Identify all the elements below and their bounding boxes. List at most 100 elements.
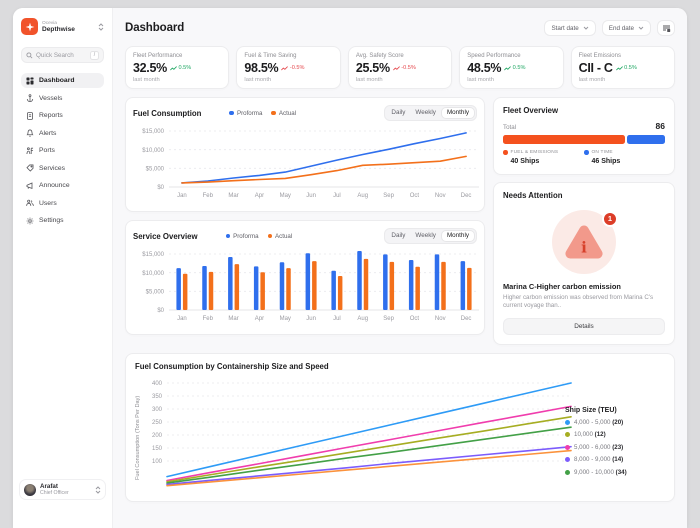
user-name: Arafat — [40, 483, 58, 490]
user-menu[interactable]: Arafat Chief Officer — [19, 479, 106, 500]
fuel-consumption-panel: Fuel Consumption Proforma Actual Daily W… — [125, 97, 485, 212]
alert-headline: Marina C-Higher carbon emission — [503, 281, 621, 291]
sidebar-item-label: Ports — [39, 147, 55, 154]
fuel-emissions-dot — [503, 150, 508, 155]
tab-monthly[interactable]: Monthly — [440, 107, 475, 119]
search-input[interactable]: Quick Search / — [21, 47, 104, 63]
sidebar-item-vessels[interactable]: Vessels — [21, 91, 104, 106]
tab-weekly[interactable]: Weekly — [415, 232, 436, 239]
tab-daily[interactable]: Daily — [391, 109, 406, 116]
sidebar-item-announce[interactable]: Announce — [21, 178, 104, 193]
legend-item: 5,000 - 6,000 (23) — [565, 444, 665, 451]
fleet-split-bar — [503, 135, 665, 144]
company-name: Ocevia — [42, 20, 57, 26]
trend-up-icon: 0.5% — [504, 65, 525, 71]
tag-icon — [26, 164, 34, 172]
svg-text:$0: $0 — [157, 185, 164, 191]
svg-text:200: 200 — [152, 433, 163, 439]
svg-text:Aug: Aug — [357, 316, 368, 322]
svg-text:Mar: Mar — [228, 193, 238, 199]
anchor-icon — [26, 94, 34, 102]
megaphone-icon — [26, 181, 34, 190]
y-axis-label: Fuel Consumption (Tons Per Day) — [135, 395, 141, 480]
trend-down-icon: -0.5% — [392, 65, 416, 71]
details-button[interactable]: Details — [503, 317, 665, 335]
service-overview-panel: Service Overview Proforma Actual Daily W… — [125, 220, 485, 335]
needs-attention-panel: Needs Attention i 1 Marina C-Higher carb… — [493, 181, 675, 345]
kpi-row: Fleet Performance 32.5% 0.5% last month … — [125, 46, 676, 89]
actual-dot — [267, 233, 273, 239]
sidebar-item-ports[interactable]: Ports — [21, 143, 104, 158]
tab-monthly[interactable]: Monthly — [440, 230, 475, 242]
sidebar-item-settings[interactable]: Settings — [21, 213, 104, 228]
alert-body: Higher carbon emission was observed from… — [503, 293, 654, 310]
service-overview-chart: $0 $5,000 $10,000 $15,000 Jan Feb Mar Apr May Jun… — [133, 246, 479, 330]
panel-title: Fleet Overview — [503, 106, 559, 115]
filter-settings-icon — [662, 25, 670, 32]
bell-icon — [26, 129, 34, 137]
page-title: Dashboard — [125, 22, 185, 34]
tab-weekly[interactable]: Weekly — [415, 109, 436, 116]
end-date-select[interactable]: End date — [601, 20, 651, 36]
sidebar-item-services[interactable]: Services — [21, 161, 104, 176]
svg-text:150: 150 — [152, 446, 163, 452]
trend-up-icon: 0.5% — [170, 65, 191, 71]
sidebar-item-label: Announce — [39, 182, 70, 189]
workspace-switcher[interactable]: Ocevia Depthwise — [21, 18, 104, 35]
chevron-updown-icon — [95, 485, 101, 494]
svg-text:Aug: Aug — [357, 193, 368, 199]
containership-chart: 400 350 300 250 200 150 100 — [141, 375, 572, 493]
legend-title: Ship Size (TEU) — [565, 406, 617, 414]
svg-text:Nov: Nov — [435, 193, 446, 199]
svg-text:$0: $0 — [157, 308, 164, 314]
sidebar: Ocevia Depthwise Quick Search / Dashboar… — [13, 8, 113, 528]
svg-text:Dec: Dec — [461, 193, 472, 199]
kpi-fleet-performance: Fleet Performance 32.5% 0.5% last month — [125, 46, 230, 89]
tab-daily[interactable]: Daily — [391, 232, 406, 239]
svg-text:$5,000: $5,000 — [146, 167, 165, 173]
svg-text:Dec: Dec — [461, 316, 472, 322]
start-date-select[interactable]: Start date — [544, 20, 596, 36]
svg-text:300: 300 — [152, 407, 163, 413]
svg-text:Apr: Apr — [255, 316, 264, 322]
chevron-down-icon — [583, 26, 589, 30]
dashboard-icon — [26, 77, 34, 85]
containership-chart-panel: Fuel Consumption by Containership Size a… — [125, 352, 675, 502]
svg-text:Feb: Feb — [203, 193, 214, 199]
svg-text:Sep: Sep — [383, 193, 394, 199]
legend-item: 10,000 (12) — [565, 431, 665, 438]
panel-title: Fuel Consumption by Containership Size a… — [135, 361, 329, 371]
sidebar-item-label: Dashboard — [39, 77, 75, 84]
panel-title: Service Overview — [133, 231, 198, 241]
ship-size-legend-items: 4,000 - 5,000 (20) 10,000 (12) 5,000 - 6,0… — [565, 419, 665, 476]
sidebar-item-dashboard[interactable]: Dashboard — [21, 73, 104, 88]
svg-text:Mar: Mar — [228, 316, 238, 322]
svg-text:Jun: Jun — [306, 316, 316, 322]
ship-size-legend: Ship Size (TEU) 4,000 - 5,000 (20) 10,000… — [561, 375, 665, 493]
interval-tabs: Daily Weekly Monthly — [384, 228, 477, 244]
proforma-dot — [225, 233, 231, 239]
sidebar-item-label: Users — [39, 199, 57, 207]
sidebar-item-reports[interactable]: Reports — [21, 108, 104, 123]
on-time-dot — [584, 150, 589, 155]
svg-text:Oct: Oct — [410, 316, 420, 322]
page-header: Dashboard Start date End date — [125, 18, 675, 38]
svg-text:$10,000: $10,000 — [142, 148, 164, 154]
svg-text:May: May — [280, 193, 291, 199]
on-time-segment — [626, 135, 665, 144]
fuel-emissions-stat: FUEL & EMISSIONS 40 Ships — [503, 150, 584, 165]
brand-logo-icon — [21, 18, 38, 35]
proforma-dot — [229, 110, 234, 116]
svg-text:$5,000: $5,000 — [146, 290, 165, 296]
legend-dot — [565, 457, 570, 463]
filter-settings-button[interactable] — [657, 20, 675, 36]
chart-legend: Proforma Actual — [225, 233, 292, 240]
svg-text:Nov: Nov — [435, 316, 446, 322]
sidebar-item-alerts[interactable]: Alerts — [21, 126, 104, 141]
port-icon — [26, 146, 34, 155]
sidebar-item-label: Settings — [39, 217, 64, 224]
search-icon — [26, 51, 33, 59]
gear-icon — [26, 217, 34, 225]
sidebar-item-users[interactable]: Users — [21, 196, 104, 211]
alert-count-badge: 1 — [602, 210, 618, 227]
